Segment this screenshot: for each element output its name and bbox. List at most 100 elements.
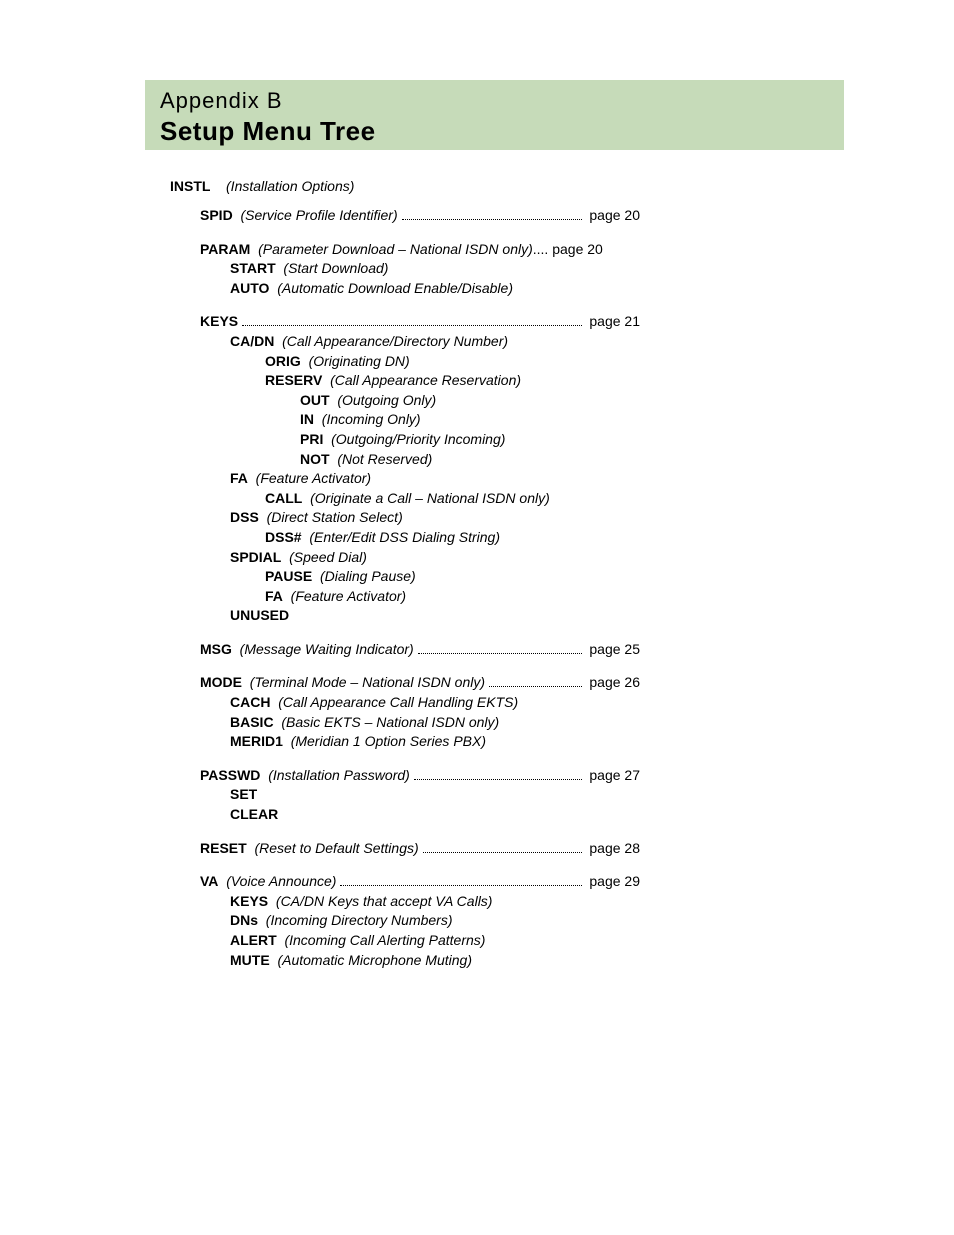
- tree-row: DSS# (Enter/Edit DSS Dialing String): [170, 528, 640, 548]
- tree-entry: MUTE (Automatic Microphone Muting): [230, 951, 472, 971]
- entry-desc: (Call Appearance/Directory Number): [282, 333, 508, 349]
- entry-desc: (Feature Activator): [291, 588, 406, 604]
- page-ref: page 27: [586, 766, 641, 786]
- tree-entry: CACH (Call Appearance Call Handling EKTS…: [230, 693, 518, 713]
- tree-row: FA (Feature Activator): [170, 587, 640, 607]
- tree-row: AUTO (Automatic Download Enable/Disable): [170, 279, 640, 299]
- entry-desc: (Dialing Pause): [320, 568, 416, 584]
- page-ref: page 21: [586, 312, 641, 332]
- tree-row: BASIC (Basic EKTS – National ISDN only): [170, 713, 640, 733]
- tree-row: CACH (Call Appearance Call Handling EKTS…: [170, 693, 640, 713]
- entry-code: BASIC: [230, 714, 274, 730]
- entry-code: ALERT: [230, 932, 277, 948]
- tree-entry: SET: [230, 785, 257, 805]
- tree-entry: KEYS (CA/DN Keys that accept VA Calls): [230, 892, 492, 912]
- header-text: Appendix B Setup Menu Tree: [160, 88, 376, 147]
- entry-desc: (Incoming Directory Numbers): [266, 912, 453, 928]
- page-ref: page 29: [586, 872, 641, 892]
- tree-entry: SPID (Service Profile Identifier): [200, 206, 398, 226]
- leader-dots: [402, 219, 582, 220]
- tree-entry: CALL (Originate a Call – National ISDN o…: [265, 489, 550, 509]
- tree-row: MERID1 (Meridian 1 Option Series PBX): [170, 732, 640, 752]
- tree-entry: PAUSE (Dialing Pause): [265, 567, 416, 587]
- tree-row: NOT (Not Reserved): [170, 450, 640, 470]
- tree-row: DSS (Direct Station Select): [170, 508, 640, 528]
- tree-row: CALL (Originate a Call – National ISDN o…: [170, 489, 640, 509]
- leader-dots: [414, 779, 582, 780]
- tree-entry: START (Start Download): [230, 259, 388, 279]
- entry-desc: (Incoming Call Alerting Patterns): [284, 932, 485, 948]
- tree-entry: OUT (Outgoing Only): [300, 391, 436, 411]
- entry-code: CACH: [230, 694, 270, 710]
- entry-code: MODE: [200, 674, 242, 690]
- entry-code: NOT: [300, 451, 330, 467]
- tree-row: MUTE (Automatic Microphone Muting): [170, 951, 640, 971]
- tree-row: RESERV (Call Appearance Reservation): [170, 371, 640, 391]
- tree-entry: MODE (Terminal Mode – National ISDN only…: [200, 673, 485, 693]
- entry-code: SET: [230, 786, 257, 802]
- entry-desc: (Enter/Edit DSS Dialing String): [309, 529, 500, 545]
- entry-desc: (CA/DN Keys that accept VA Calls): [276, 893, 493, 909]
- tree-row: VA (Voice Announce) page 29: [170, 872, 640, 892]
- tree-row: MODE (Terminal Mode – National ISDN only…: [170, 673, 640, 693]
- entry-code: CALL: [265, 490, 302, 506]
- tree-entry: MSG (Message Waiting Indicator): [200, 640, 414, 660]
- section-heading: INSTL (Installation Options): [170, 178, 844, 194]
- entry-code: PAUSE: [265, 568, 312, 584]
- entry-desc: (Not Reserved): [337, 451, 432, 467]
- page-ref: page 20: [586, 206, 641, 226]
- content-block: INSTL (Installation Options) SPID (Servi…: [170, 178, 844, 970]
- tree-row: SPDIAL (Speed Dial): [170, 548, 640, 568]
- entry-desc: (Call Appearance Call Handling EKTS): [278, 694, 518, 710]
- entry-code: MUTE: [230, 952, 270, 968]
- entry-code: CLEAR: [230, 806, 278, 822]
- tree-row: SPID (Service Profile Identifier) page 2…: [170, 206, 640, 226]
- tree-entry: MERID1 (Meridian 1 Option Series PBX): [230, 732, 486, 752]
- tree-entry: CA/DN (Call Appearance/Directory Number): [230, 332, 508, 352]
- entry-desc: (Speed Dial): [289, 549, 367, 565]
- entry-code: AUTO: [230, 280, 269, 296]
- tree-entry: RESET (Reset to Default Settings): [200, 839, 419, 859]
- entry-desc: (Start Download): [283, 260, 388, 276]
- document-page: Appendix B Setup Menu Tree INSTL (Instal…: [0, 0, 954, 1235]
- entry-desc: (Basic EKTS – National ISDN only): [281, 714, 499, 730]
- entry-code: START: [230, 260, 276, 276]
- entry-desc: (Message Waiting Indicator): [240, 641, 414, 657]
- tree-entry: DNs (Incoming Directory Numbers): [230, 911, 453, 931]
- tree-row: OUT (Outgoing Only): [170, 391, 640, 411]
- entry-desc: (Terminal Mode – National ISDN only): [250, 674, 485, 690]
- tree-row: ORIG (Originating DN): [170, 352, 640, 372]
- tree-row: FA (Feature Activator): [170, 469, 640, 489]
- tree-row: DNs (Incoming Directory Numbers): [170, 911, 640, 931]
- tree-row: RESET (Reset to Default Settings) page 2…: [170, 839, 640, 859]
- entry-code: PASSWD: [200, 767, 260, 783]
- entry-desc: (Voice Announce): [226, 873, 336, 889]
- entry-code: CA/DN: [230, 333, 274, 349]
- page-ref: page 26: [586, 673, 641, 693]
- entry-desc: (Reset to Default Settings): [254, 840, 418, 856]
- leader-dots: [418, 653, 582, 654]
- tree-row: KEYS (CA/DN Keys that accept VA Calls): [170, 892, 640, 912]
- entry-code: OUT: [300, 392, 330, 408]
- entry-code: RESERV: [265, 372, 322, 388]
- tree-entry: PRI (Outgoing/Priority Incoming): [300, 430, 505, 450]
- entry-code: DSS: [230, 509, 259, 525]
- leader-dots: [242, 325, 581, 326]
- tree-row: PRI (Outgoing/Priority Incoming): [170, 430, 640, 450]
- tree-entry: IN (Incoming Only): [300, 410, 421, 430]
- tree-entry: FA (Feature Activator): [265, 587, 406, 607]
- tree-entry: KEYS: [200, 312, 238, 332]
- entry-desc: (Originating DN): [309, 353, 410, 369]
- entry-code: IN: [300, 411, 314, 427]
- leader-dots: [489, 686, 581, 687]
- tree-entry: FA (Feature Activator): [230, 469, 371, 489]
- page-ref: page 28: [586, 839, 641, 859]
- tree-entry: UNUSED: [230, 606, 289, 626]
- tree-entry: NOT (Not Reserved): [300, 450, 432, 470]
- tree-row: CLEAR: [170, 805, 640, 825]
- entry-desc: (Call Appearance Reservation): [330, 372, 521, 388]
- page-ref: page 25: [586, 640, 641, 660]
- tree-row: IN (Incoming Only): [170, 410, 640, 430]
- section-desc: (Installation Options): [226, 178, 354, 194]
- entry-code: SPID: [200, 207, 233, 223]
